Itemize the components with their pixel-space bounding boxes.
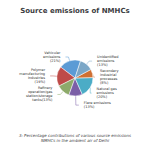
svg-text:tanks(13%): tanks(13%) bbox=[32, 98, 53, 102]
svg-text:station/storage: station/storage bbox=[25, 94, 53, 99]
svg-text:emissions: emissions bbox=[97, 59, 115, 64]
svg-text:(20%): (20%) bbox=[97, 95, 108, 99]
svg-text:(13%): (13%) bbox=[97, 63, 108, 67]
svg-text:Secondary: Secondary bbox=[100, 69, 119, 74]
svg-text:emissions: emissions bbox=[43, 55, 61, 59]
svg-text:emissions: emissions bbox=[96, 91, 114, 96]
svg-text:industrial: industrial bbox=[100, 73, 117, 78]
svg-text:manufacturing: manufacturing bbox=[19, 71, 46, 76]
svg-text:industries: industries bbox=[27, 75, 46, 80]
svg-text:Vehicular: Vehicular bbox=[44, 51, 61, 55]
svg-text:operation/gas: operation/gas bbox=[28, 90, 53, 95]
svg-text:(21%): (21%) bbox=[50, 59, 61, 63]
svg-text:(8%): (8%) bbox=[100, 81, 109, 85]
svg-text:processes: processes bbox=[100, 77, 118, 82]
svg-text:NMHCs in the ambient air of De: NMHCs in the ambient air of Delhi bbox=[41, 138, 110, 143]
svg-text:Polymer: Polymer bbox=[30, 67, 46, 72]
svg-text:Unidentified: Unidentified bbox=[97, 55, 119, 60]
svg-text:3: Percentage contributions of: 3: Percentage contributions of various s… bbox=[18, 133, 132, 138]
svg-text:Flare emissions: Flare emissions bbox=[83, 101, 111, 106]
svg-text:(13%): (13%) bbox=[84, 105, 95, 109]
svg-text:Natural gas: Natural gas bbox=[96, 87, 117, 92]
svg-text:Refinery: Refinery bbox=[37, 86, 53, 91]
svg-text:(19%): (19%) bbox=[35, 80, 46, 84]
svg-text:Source emissions of NMHCs: Source emissions of NMHCs bbox=[20, 7, 129, 15]
